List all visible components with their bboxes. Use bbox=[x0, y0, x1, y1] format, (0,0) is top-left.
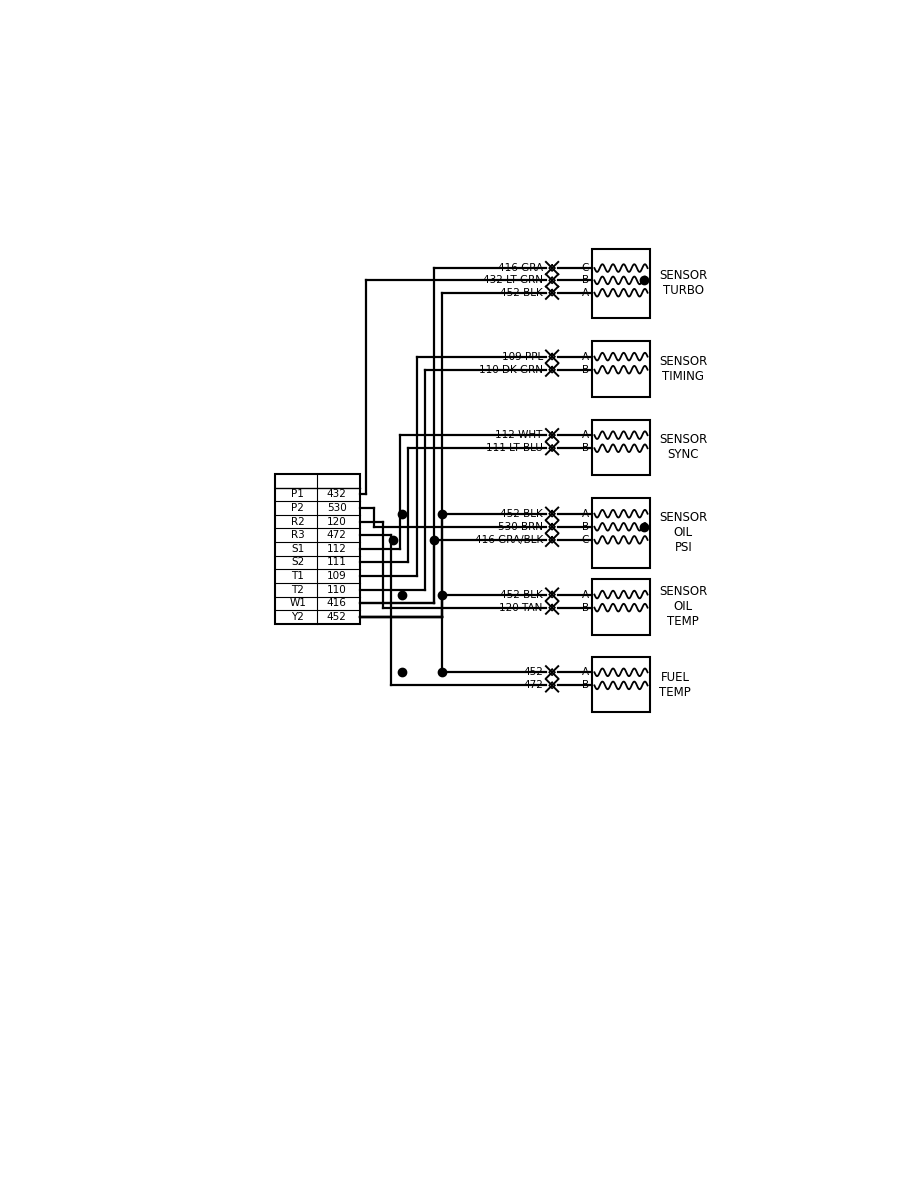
Text: T2: T2 bbox=[291, 584, 304, 595]
Text: C: C bbox=[582, 263, 589, 273]
Text: 416 GRA/BLK: 416 GRA/BLK bbox=[475, 535, 543, 545]
Text: A: A bbox=[582, 430, 589, 441]
Bar bbox=[592, 419, 650, 475]
Text: A: A bbox=[582, 352, 589, 361]
Text: 452: 452 bbox=[327, 612, 347, 623]
Text: 112: 112 bbox=[327, 544, 347, 554]
Text: 109 PPL: 109 PPL bbox=[501, 352, 543, 361]
Text: SENSOR
OIL
PSI: SENSOR OIL PSI bbox=[659, 512, 708, 555]
Text: B: B bbox=[582, 276, 589, 285]
Text: 120: 120 bbox=[327, 517, 347, 526]
Text: 452 BLK: 452 BLK bbox=[500, 508, 543, 519]
Text: 111 LT BLU: 111 LT BLU bbox=[486, 443, 543, 454]
Text: SENSOR
TIMING: SENSOR TIMING bbox=[659, 355, 708, 383]
Text: B: B bbox=[582, 681, 589, 690]
Text: B: B bbox=[582, 602, 589, 613]
Text: B: B bbox=[582, 522, 589, 532]
Text: 432 LT GRN: 432 LT GRN bbox=[483, 276, 543, 285]
Text: C: C bbox=[582, 535, 589, 545]
Text: B: B bbox=[582, 443, 589, 454]
Text: A: A bbox=[582, 287, 589, 298]
Text: 109: 109 bbox=[327, 571, 347, 581]
Text: 452 BLK: 452 BLK bbox=[500, 287, 543, 298]
Text: 472: 472 bbox=[327, 530, 347, 541]
Text: 530: 530 bbox=[327, 503, 347, 513]
Bar bbox=[274, 474, 360, 624]
Text: W1: W1 bbox=[289, 599, 307, 608]
Text: A: A bbox=[582, 668, 589, 677]
Bar bbox=[592, 248, 650, 318]
Text: 452: 452 bbox=[523, 668, 543, 677]
Text: T1: T1 bbox=[291, 571, 304, 581]
Text: SENSOR
OIL
TEMP: SENSOR OIL TEMP bbox=[659, 586, 708, 628]
Text: 432: 432 bbox=[327, 489, 347, 499]
Text: SENSOR
TURBO: SENSOR TURBO bbox=[659, 270, 708, 297]
Bar bbox=[592, 580, 650, 634]
Text: S1: S1 bbox=[291, 544, 305, 554]
Text: A: A bbox=[582, 589, 589, 600]
Text: 111: 111 bbox=[327, 557, 347, 568]
Text: P2: P2 bbox=[291, 503, 304, 513]
Bar bbox=[592, 341, 650, 397]
Text: R3: R3 bbox=[291, 530, 305, 541]
Text: 530 BRN: 530 BRN bbox=[498, 522, 543, 532]
Text: R2: R2 bbox=[291, 517, 305, 526]
Text: 472: 472 bbox=[523, 681, 543, 690]
Text: 416: 416 bbox=[327, 599, 347, 608]
Bar bbox=[592, 498, 650, 568]
Bar bbox=[592, 657, 650, 713]
Text: S2: S2 bbox=[291, 557, 305, 568]
Text: 110 DK GRN: 110 DK GRN bbox=[479, 365, 543, 374]
Text: 416 GRA: 416 GRA bbox=[498, 263, 543, 273]
Text: A: A bbox=[582, 508, 589, 519]
Text: Y2: Y2 bbox=[291, 612, 304, 623]
Text: B: B bbox=[582, 365, 589, 374]
Text: 452 BLK: 452 BLK bbox=[500, 589, 543, 600]
Text: 112 WHT: 112 WHT bbox=[496, 430, 543, 441]
Text: 110: 110 bbox=[327, 584, 347, 595]
Text: P1: P1 bbox=[291, 489, 304, 499]
Text: SENSOR
SYNC: SENSOR SYNC bbox=[659, 434, 708, 461]
Text: FUEL
TEMP: FUEL TEMP bbox=[659, 671, 691, 699]
Text: 120 TAN: 120 TAN bbox=[499, 602, 543, 613]
